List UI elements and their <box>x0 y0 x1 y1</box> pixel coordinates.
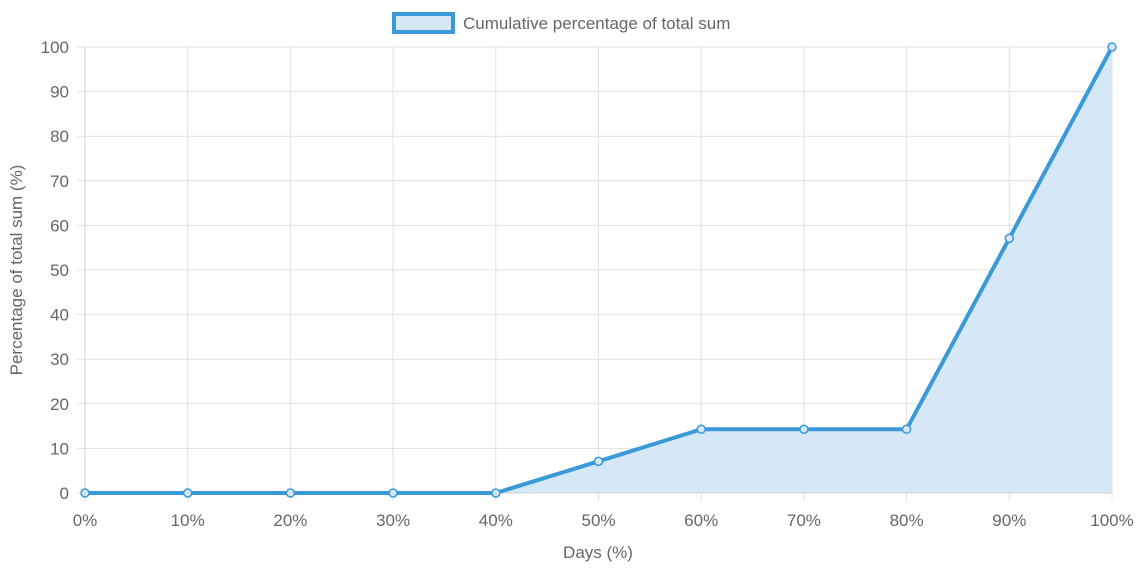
x-tick-label: 10% <box>171 511 205 530</box>
data-point[interactable] <box>799 424 809 434</box>
x-axis-title: Days (%) <box>563 543 633 562</box>
data-point[interactable] <box>901 424 912 434</box>
legend-label[interactable]: Cumulative percentage of total sum <box>463 14 730 33</box>
data-point[interactable] <box>80 488 90 498</box>
y-tick-labels: 0 10 20 30 40 50 60 70 80 90 100 <box>41 38 69 503</box>
x-tick-label: 90% <box>992 511 1026 530</box>
legend[interactable]: Cumulative percentage of total sum <box>392 12 730 34</box>
data-point[interactable] <box>491 488 501 498</box>
y-tick-label: 40 <box>50 306 69 325</box>
series-points <box>80 42 1117 498</box>
y-tick-label: 30 <box>50 350 69 369</box>
data-point[interactable] <box>285 488 296 498</box>
data-point[interactable] <box>182 488 193 498</box>
data-point[interactable] <box>1004 233 1015 244</box>
x-tick-label: 50% <box>581 511 615 530</box>
y-tick-label: 70 <box>50 172 69 191</box>
series-area <box>85 47 1112 493</box>
data-point[interactable] <box>696 424 706 434</box>
y-tick-label: 10 <box>50 439 69 458</box>
y-tick-label: 50 <box>50 261 69 280</box>
y-tick-label: 60 <box>50 216 69 235</box>
y-tick-label: 100 <box>41 38 69 57</box>
x-tick-label: 30% <box>376 511 410 530</box>
y-axis-title: Percentage of total sum (%) <box>7 165 26 376</box>
x-tick-label: 60% <box>684 511 718 530</box>
y-tick-label: 80 <box>50 127 69 146</box>
y-tick-label: 90 <box>50 83 69 102</box>
y-tick-label: 0 <box>60 484 69 503</box>
x-tick-label: 0% <box>73 511 98 530</box>
x-tick-labels: 0% 10% 20% 30% 40% 50% 60% 70% 80% 90% 100% <box>73 511 1134 530</box>
x-tick-label: 40% <box>479 511 513 530</box>
x-tick-label: 80% <box>890 511 924 530</box>
y-tick-label: 20 <box>50 395 69 414</box>
x-tick-label: 100% <box>1090 511 1133 530</box>
data-point[interactable] <box>593 456 604 467</box>
series-area-fill <box>85 47 1112 493</box>
x-tick-label: 70% <box>787 511 821 530</box>
legend-swatch[interactable] <box>392 12 455 34</box>
data-point[interactable] <box>1107 42 1117 52</box>
data-point[interactable] <box>388 488 398 498</box>
x-tick-label: 20% <box>273 511 307 530</box>
